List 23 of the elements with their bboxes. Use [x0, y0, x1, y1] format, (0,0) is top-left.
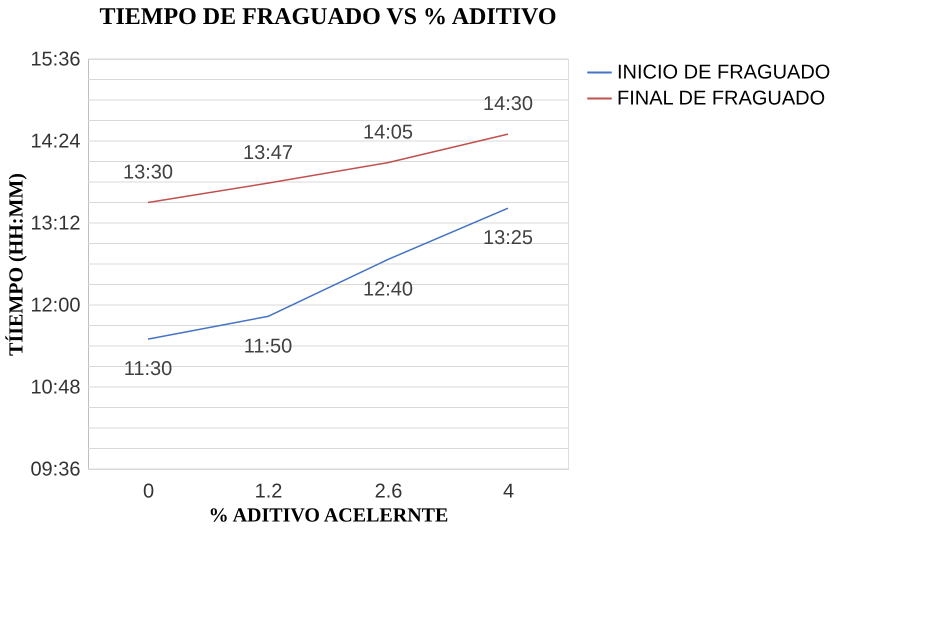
y-tick-label: 15:36: [30, 48, 80, 70]
chart-title: TIEMPO DE FRAGUADO VS % ADITIVO: [99, 4, 557, 30]
data-label: 14:30: [482, 93, 534, 116]
data-label: 14:05: [362, 122, 414, 144]
y-tick-label: 14:24: [30, 130, 80, 152]
data-label: 11:30: [124, 358, 172, 380]
y-tick-label: 10:48: [30, 376, 80, 398]
data-label: 11:50: [244, 335, 292, 358]
y-tick-label: 12:00: [30, 294, 80, 316]
x-tick-label: 4: [502, 480, 514, 502]
data-label: 13:30: [122, 162, 174, 184]
legend-label: FINAL DE FRAGUADO: [617, 88, 826, 110]
y-axis-title: TÍIEMPO (HH:MM): [4, 173, 28, 356]
legend-label: INICIO DE FRAGUADO: [617, 62, 830, 84]
x-tick-label: 1.2: [254, 480, 282, 502]
data-label: 12:40: [362, 278, 414, 300]
x-axis-title: % ADITIVO ACELERNTE: [208, 504, 448, 526]
data-label: 13:25: [482, 227, 534, 250]
y-tick-label: 09:36: [30, 458, 80, 480]
x-tick-label: 2.6: [374, 480, 402, 502]
data-label: 13:47: [242, 142, 294, 164]
x-tick-label: 0: [142, 480, 154, 502]
y-tick-label: 13:12: [30, 212, 80, 234]
